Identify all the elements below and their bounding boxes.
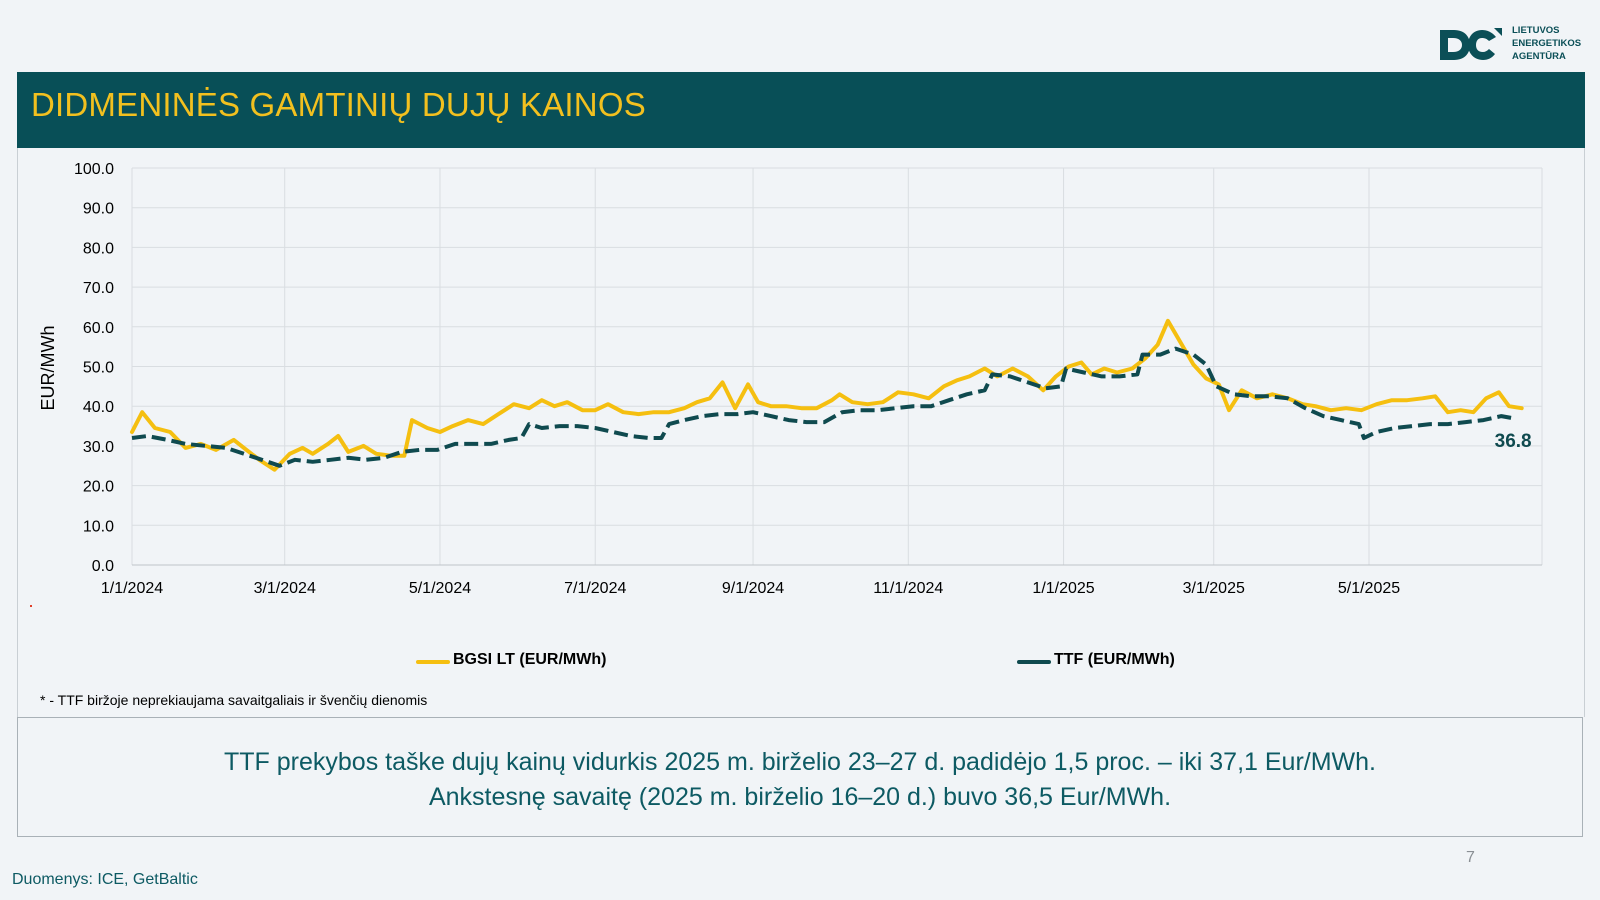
x-tick-label: 3/1/2024 — [254, 580, 316, 597]
logo-text: LIETUVOS ENERGETIKOS AGENTŪRA — [1512, 24, 1592, 63]
ttf-last-value-label: 36.8 — [1495, 431, 1532, 452]
x-tick-label: 7/1/2024 — [564, 580, 626, 597]
chart-footnote: * - TTF biržoje neprekiaujama savaitgali… — [40, 692, 428, 708]
page-number: 7 — [1466, 849, 1475, 866]
y-tick-label: 90.0 — [83, 201, 114, 218]
legend-swatch-ttf — [1017, 660, 1051, 664]
price-line-chart: 100.0 90.0 80.0 70.0 60.0 50.0 40.0 30.0 20.0 10.… — [30, 161, 1543, 607]
lea-logo-icon — [1440, 28, 1502, 60]
agency-logo: LIETUVOS ENERGETIKOS AGENTŪRA — [1438, 22, 1588, 66]
legend-label-bgsi: BGSI LT (EUR/MWh) — [453, 651, 607, 668]
x-tick-label: 9/1/2024 — [722, 580, 784, 597]
y-tick-label: 60.0 — [83, 320, 114, 337]
y-tick-label: 30.0 — [83, 439, 114, 456]
header-bar: DIDMENINĖS GAMTINIŲ DUJŲ KAINOS — [17, 72, 1585, 148]
legend-label-ttf: TTF (EUR/MWh) — [1054, 651, 1175, 668]
summary-line-1: TTF prekybos taške dujų kainų vidurkis 2… — [224, 748, 1376, 776]
logo-line-3: AGENTŪRA — [1512, 51, 1566, 62]
x-tick-label: 5/1/2024 — [409, 580, 471, 597]
y-tick-label: 10.0 — [83, 518, 114, 535]
summary-line-2: Ankstesnę savaitę (2025 m. birželio 16–2… — [428, 783, 1172, 811]
y-axis-title: EUR/MWh — [38, 326, 58, 411]
stray-mark — [30, 605, 32, 607]
page-title: DIDMENINĖS GAMTINIŲ DUJŲ KAINOS — [31, 86, 646, 123]
y-tick-label: 50.0 — [83, 360, 114, 377]
y-tick-label: 0.0 — [92, 558, 114, 575]
series-line-ttf — [131, 346, 1517, 468]
y-tick-label: 100.0 — [74, 161, 114, 178]
y-tick-label: 20.0 — [83, 479, 114, 496]
x-tick-label: 11/1/2024 — [873, 580, 943, 597]
x-tick-label: 1/1/2024 — [101, 580, 163, 597]
legend-swatch-bgsi — [416, 660, 450, 664]
chart-panel: 100.0 90.0 80.0 70.0 60.0 50.0 40.0 30.0 20.0 10.… — [17, 148, 1585, 717]
x-tick-label: 1/1/2025 — [1032, 580, 1094, 597]
y-tick-label: 80.0 — [83, 240, 114, 257]
logo-line-2: ENERGETIKOS — [1512, 38, 1582, 49]
x-tick-label: 5/1/2025 — [1338, 580, 1400, 597]
summary-box: TTF prekybos taške dujų kainų vidurkis 2… — [17, 717, 1583, 837]
x-tick-label: 3/1/2025 — [1183, 580, 1245, 597]
data-source: Duomenys: ICE, GetBaltic — [12, 871, 198, 888]
y-tick-label: 70.0 — [83, 280, 114, 297]
logo-line-1: LIETUVOS — [1512, 25, 1560, 36]
y-tick-label: 40.0 — [83, 399, 114, 416]
